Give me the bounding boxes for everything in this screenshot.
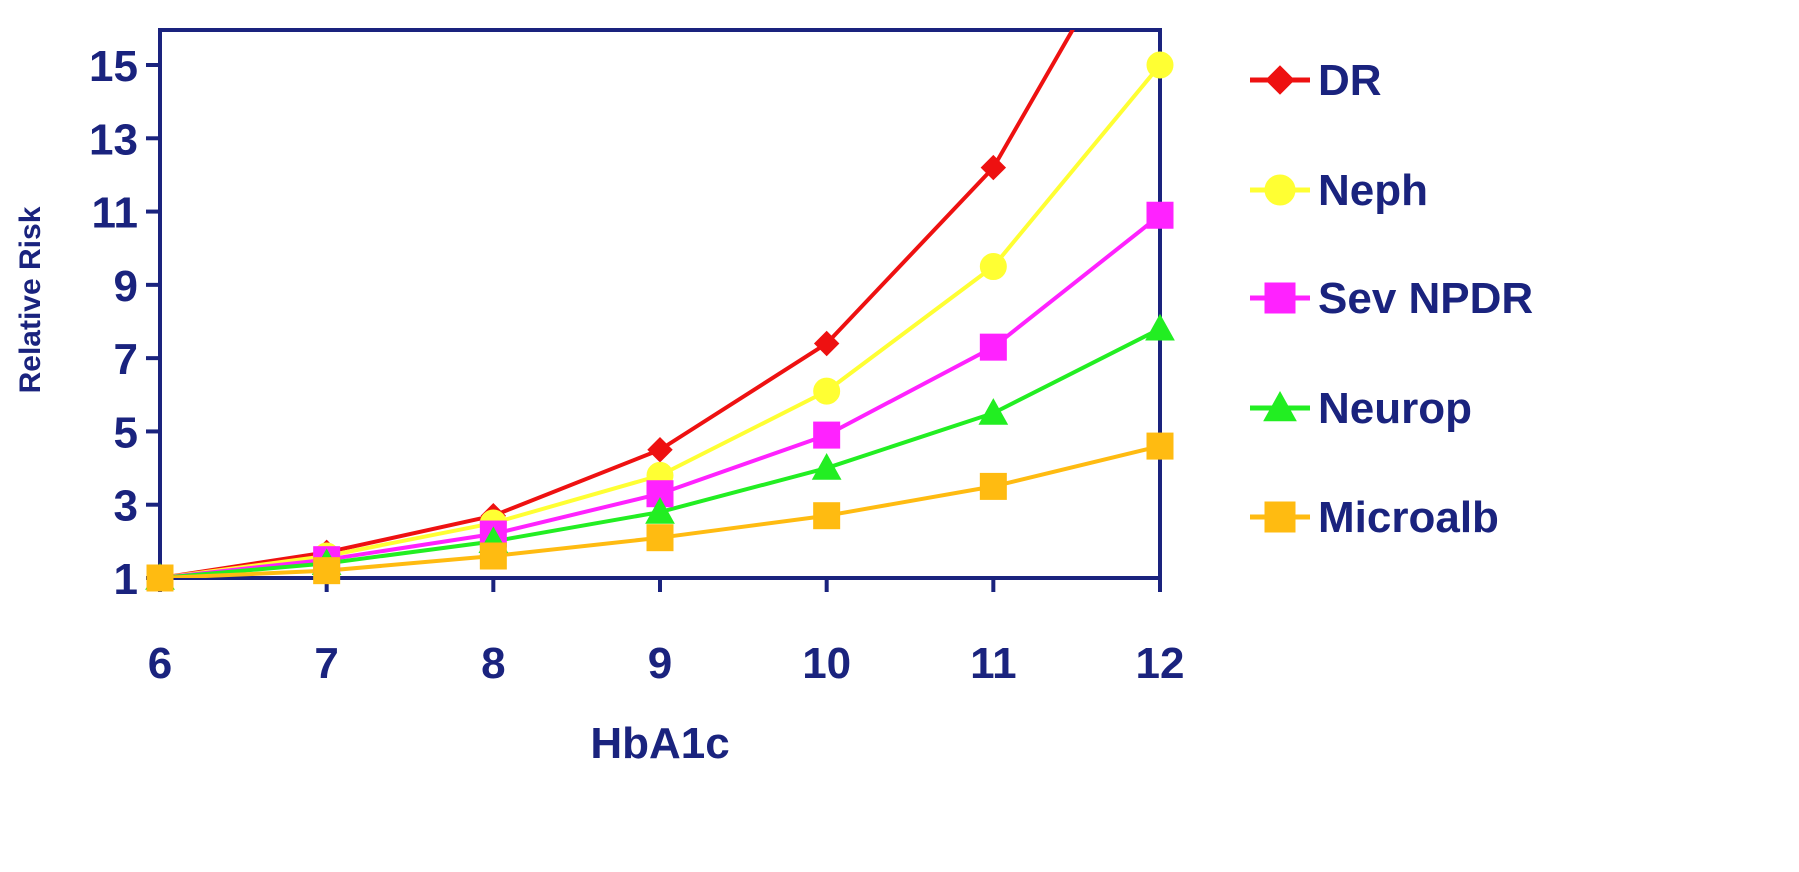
data-point	[645, 497, 675, 524]
y-tick-label: 7	[114, 335, 138, 384]
legend: DR Neph Sev NPDR Neurop Microalb	[1250, 56, 1533, 542]
legend-label: Neurop	[1318, 384, 1472, 433]
data-point	[813, 421, 841, 449]
data-point	[479, 542, 507, 570]
legend-marker	[1264, 174, 1296, 206]
data-point	[980, 154, 1007, 181]
data-point	[313, 557, 341, 585]
data-point	[978, 398, 1009, 425]
x-tick-label: 12	[1136, 639, 1185, 688]
legend-marker	[1264, 282, 1296, 314]
y-tick-label: 11	[91, 189, 138, 238]
x-tick-label: 8	[481, 639, 505, 688]
data-point	[979, 253, 1007, 281]
data-point	[1146, 51, 1174, 79]
legend-label: Microalb	[1318, 493, 1499, 542]
data-point	[811, 453, 842, 480]
y-tick-label: 13	[89, 115, 138, 164]
data-point	[813, 502, 841, 530]
x-axis-title: HbA1c	[590, 719, 729, 768]
data-point	[979, 472, 1007, 500]
x-tick-label: 11	[970, 639, 1017, 688]
data-point	[1146, 432, 1174, 460]
data-point	[813, 377, 841, 405]
x-tick-label: 9	[648, 639, 672, 688]
data-point	[647, 437, 673, 463]
x-tick-label: 10	[802, 639, 851, 688]
legend-marker	[1264, 501, 1296, 533]
y-tick-label: 3	[114, 482, 138, 531]
data-point	[813, 330, 840, 357]
y-tick-label: 9	[114, 262, 138, 311]
data-point	[146, 564, 174, 592]
data-point	[646, 524, 674, 552]
y-tick-label: 1	[114, 555, 138, 604]
y-tick-label: 15	[89, 42, 138, 91]
y-axis-title: Relative Risk	[14, 206, 47, 393]
x-tick-label: 7	[314, 639, 338, 688]
legend-marker	[1265, 65, 1295, 95]
x-tick-label: 6	[148, 639, 172, 688]
legend-marker	[1263, 390, 1297, 422]
data-point	[979, 333, 1007, 361]
y-tick-label: 5	[114, 408, 138, 457]
legend-label: DR	[1318, 56, 1382, 105]
data-point	[1145, 313, 1175, 341]
legend-label: Sev NPDR	[1318, 274, 1533, 323]
data-point	[1146, 201, 1174, 229]
legend-label: Neph	[1318, 166, 1428, 215]
